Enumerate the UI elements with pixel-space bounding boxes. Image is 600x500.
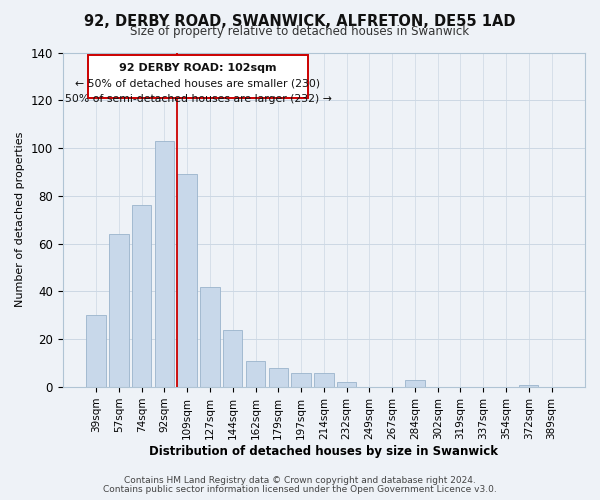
Bar xyxy=(519,384,538,387)
Bar xyxy=(405,380,425,387)
Bar xyxy=(337,382,356,387)
Text: ← 50% of detached houses are smaller (230): ← 50% of detached houses are smaller (23… xyxy=(76,79,320,89)
Text: Contains HM Land Registry data © Crown copyright and database right 2024.: Contains HM Land Registry data © Crown c… xyxy=(124,476,476,485)
Text: 92, DERBY ROAD, SWANWICK, ALFRETON, DE55 1AD: 92, DERBY ROAD, SWANWICK, ALFRETON, DE55… xyxy=(84,14,516,29)
Text: 50% of semi-detached houses are larger (232) →: 50% of semi-detached houses are larger (… xyxy=(65,94,331,104)
Bar xyxy=(178,174,197,387)
Text: Contains public sector information licensed under the Open Government Licence v3: Contains public sector information licen… xyxy=(103,484,497,494)
Bar xyxy=(86,316,106,387)
FancyBboxPatch shape xyxy=(88,55,308,98)
Text: 92 DERBY ROAD: 102sqm: 92 DERBY ROAD: 102sqm xyxy=(119,64,277,74)
Bar xyxy=(269,368,288,387)
Bar xyxy=(223,330,242,387)
Bar xyxy=(155,141,174,387)
Bar xyxy=(292,373,311,387)
Bar xyxy=(246,361,265,387)
Text: Size of property relative to detached houses in Swanwick: Size of property relative to detached ho… xyxy=(130,25,470,38)
Bar xyxy=(132,206,151,387)
Y-axis label: Number of detached properties: Number of detached properties xyxy=(15,132,25,308)
Bar xyxy=(314,373,334,387)
Bar xyxy=(109,234,128,387)
X-axis label: Distribution of detached houses by size in Swanwick: Distribution of detached houses by size … xyxy=(149,444,499,458)
Bar xyxy=(200,286,220,387)
